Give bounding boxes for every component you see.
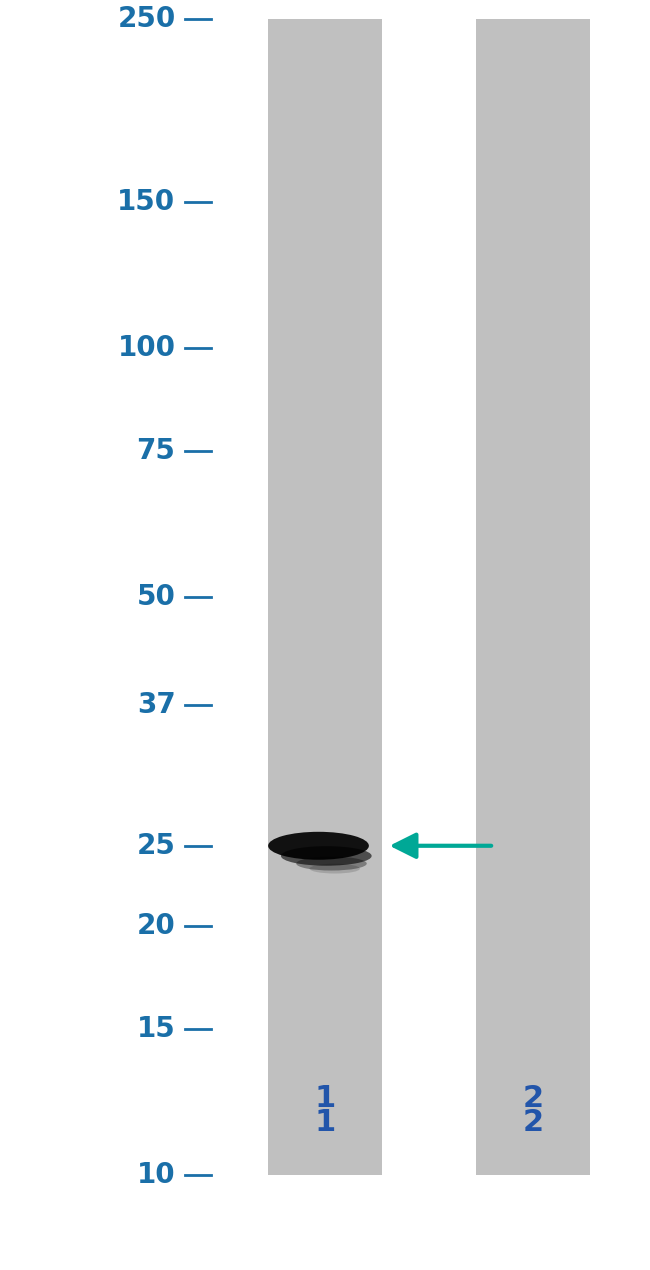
Text: 1: 1 <box>315 1085 335 1113</box>
Text: 1: 1 <box>315 1107 335 1137</box>
Text: 50: 50 <box>136 583 176 611</box>
Text: 10: 10 <box>137 1161 176 1189</box>
Ellipse shape <box>281 846 372 866</box>
Text: 250: 250 <box>117 5 176 33</box>
Text: 2: 2 <box>523 1107 543 1137</box>
Text: 150: 150 <box>118 188 176 216</box>
Text: 37: 37 <box>136 691 176 719</box>
Bar <box>476 19 590 1175</box>
Ellipse shape <box>309 864 360 874</box>
Text: 2: 2 <box>523 1085 543 1113</box>
Text: 75: 75 <box>136 437 176 465</box>
Text: 15: 15 <box>136 1015 176 1043</box>
Bar <box>268 19 382 1175</box>
Ellipse shape <box>268 832 369 860</box>
Text: 20: 20 <box>136 912 176 940</box>
Text: 25: 25 <box>136 832 176 860</box>
Ellipse shape <box>296 856 367 870</box>
Text: 100: 100 <box>118 334 176 362</box>
